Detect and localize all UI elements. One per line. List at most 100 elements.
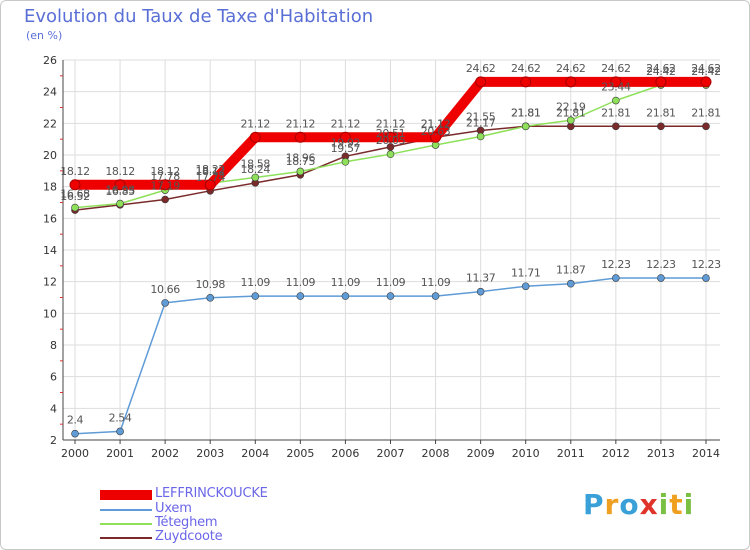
- point-leffrinckoucke-2002: [159, 179, 171, 191]
- point-zuydcoote-2013: [657, 122, 665, 131]
- data-label-teteghem-2007: 20.05: [376, 134, 406, 147]
- logo-letter-7: i: [683, 488, 695, 521]
- data-label-uxem-2007: 11.09: [376, 276, 406, 289]
- point-uxem-2012: [612, 274, 620, 282]
- point-uxem-2005: [296, 292, 305, 300]
- x-tick-label-2003: 2003: [196, 447, 224, 460]
- point-leffrinckoucke-2013: [655, 76, 667, 88]
- logo-letter-1: P: [583, 488, 605, 521]
- data-label-teteghem-2008: 20.63: [421, 125, 451, 138]
- data-label-teteghem-2010: 21.81: [511, 106, 541, 119]
- logo-letter-2: r: [604, 488, 620, 521]
- point-teteghem-2005: [296, 167, 305, 176]
- data-label-zuydcoote-2010: 21.81: [511, 106, 541, 119]
- y-tick-label-22: 22: [43, 117, 57, 130]
- data-label-leffrinckoucke-2011: 24.62: [556, 62, 586, 75]
- data-label-zuydcoote-2008: 21.12: [421, 117, 451, 130]
- point-teteghem-2000: [71, 203, 79, 212]
- data-label-teteghem-2006: 19.57: [331, 142, 361, 155]
- point-teteghem-2001: [116, 199, 124, 208]
- data-label-teteghem-2000: 16.68: [60, 188, 90, 201]
- point-leffrinckoucke-2008: [430, 131, 442, 143]
- y-unit-label: (en %): [26, 29, 63, 42]
- x-tick-label-2011: 2011: [557, 447, 585, 460]
- point-uxem-2006: [341, 292, 350, 300]
- data-label-leffrinckoucke-2010: 24.62: [511, 62, 541, 75]
- data-label-leffrinckoucke-2009: 24.62: [466, 62, 496, 75]
- point-leffrinckoucke-2004: [249, 131, 261, 143]
- data-label-uxem-2012: 12.23: [601, 258, 631, 271]
- x-tick-label-2004: 2004: [241, 447, 269, 460]
- y-tick-label-14: 14: [43, 244, 57, 257]
- data-label-uxem-2011: 11.87: [556, 264, 586, 277]
- data-label-zuydcoote-2000: 16.52: [60, 190, 90, 203]
- data-label-zuydcoote-2014: 21.81: [691, 106, 721, 119]
- data-label-zuydcoote-2001: 16.85: [105, 185, 135, 198]
- proxiti-logo: Proxiti: [583, 488, 694, 521]
- y-tick-label-2: 2: [50, 434, 57, 447]
- data-label-uxem-2008: 11.09: [421, 276, 451, 289]
- point-uxem-2013: [657, 274, 665, 282]
- data-label-uxem-2010: 11.71: [511, 266, 541, 279]
- point-teteghem-2006: [341, 158, 350, 166]
- x-tick-label-2014: 2014: [692, 447, 720, 460]
- point-uxem-2002: [161, 299, 169, 307]
- data-label-uxem-2003: 10.98: [195, 278, 225, 291]
- point-teteghem-2009: [476, 132, 485, 141]
- point-zuydcoote-2002: [161, 195, 169, 204]
- data-label-teteghem-2001: 16.93: [105, 184, 135, 197]
- x-tick-label-2000: 2000: [61, 447, 89, 460]
- data-label-zuydcoote-2012: 21.81: [601, 106, 631, 119]
- point-uxem-2010: [521, 282, 530, 291]
- point-uxem-2008: [431, 292, 440, 300]
- legend-label-zuydcoote: Zuydcoote: [155, 529, 223, 544]
- data-label-leffrinckoucke-2003: 18.12: [195, 165, 225, 178]
- logo-letter-6: t: [669, 488, 684, 521]
- point-teteghem-2011: [566, 116, 575, 125]
- data-label-teteghem-2011: 22.19: [556, 100, 586, 113]
- point-leffrinckoucke-2006: [339, 131, 351, 143]
- y-tick-label-24: 24: [43, 86, 57, 99]
- point-leffrinckoucke-2014: [700, 76, 712, 88]
- chart-title: Evolution du Taux de Taxe d'Habitation: [24, 6, 374, 27]
- x-tick-label-2009: 2009: [467, 447, 495, 460]
- data-label-leffrinckoucke-2005: 21.12: [286, 117, 316, 130]
- x-tick-label-2002: 2002: [151, 447, 179, 460]
- data-label-leffrinckoucke-2013: 24.62: [646, 62, 676, 75]
- data-label-zuydcoote-2006: 19.92: [331, 136, 361, 149]
- point-leffrinckoucke-2005: [294, 131, 306, 143]
- data-label-zuydcoote-2009: 21.55: [466, 110, 496, 123]
- point-leffrinckoucke-2007: [384, 131, 396, 143]
- y-tick-label-16: 16: [43, 212, 57, 225]
- data-label-teteghem-2009: 21.17: [466, 116, 496, 129]
- data-label-teteghem-2014: 24.42: [691, 65, 721, 78]
- point-uxem-2004: [251, 292, 260, 300]
- point-uxem-2000: [71, 429, 79, 438]
- data-label-teteghem-2013: 24.42: [646, 65, 676, 78]
- data-label-uxem-2014: 12.23: [691, 258, 721, 271]
- data-label-teteghem-2004: 18.58: [241, 157, 271, 170]
- data-label-teteghem-2003: 18.22: [195, 163, 225, 176]
- logo-letter-4: x: [639, 488, 659, 521]
- point-teteghem-2010: [521, 122, 530, 131]
- data-label-teteghem-2005: 18.96: [286, 151, 316, 164]
- x-tick-label-2010: 2010: [512, 447, 540, 460]
- y-tick-label-18: 18: [43, 181, 57, 194]
- data-label-uxem-2006: 11.09: [331, 276, 361, 289]
- data-label-uxem-2002: 10.66: [150, 283, 180, 296]
- data-label-leffrinckoucke-2004: 21.12: [241, 117, 271, 130]
- legend-swatch-teteghem: [100, 523, 152, 525]
- y-tick-label-4: 4: [50, 402, 57, 415]
- data-label-uxem-2001: 2.54: [109, 411, 132, 424]
- x-tick-label-2007: 2007: [376, 447, 404, 460]
- point-uxem-2001: [116, 427, 124, 436]
- x-tick-label-2001: 2001: [106, 447, 134, 460]
- data-label-uxem-2004: 11.09: [241, 276, 271, 289]
- point-uxem-2003: [206, 294, 215, 302]
- legend-swatch-uxem: [100, 509, 152, 511]
- data-label-leffrinckoucke-2000: 18.12: [60, 165, 90, 178]
- point-zuydcoote-2012: [612, 122, 620, 131]
- x-tick-label-2012: 2012: [602, 447, 630, 460]
- point-uxem-2007: [386, 292, 395, 300]
- data-label-leffrinckoucke-2001: 18.12: [105, 165, 135, 178]
